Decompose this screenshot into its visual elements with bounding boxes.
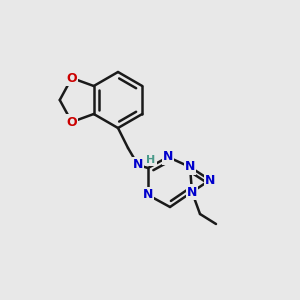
Text: N: N: [205, 173, 215, 187]
Text: N: N: [133, 158, 143, 172]
Text: N: N: [187, 185, 197, 199]
Text: O: O: [66, 116, 77, 128]
Text: N: N: [185, 160, 195, 173]
Text: N: N: [163, 151, 173, 164]
Text: H: H: [146, 155, 156, 165]
Text: O: O: [66, 71, 77, 85]
Text: N: N: [143, 188, 153, 202]
